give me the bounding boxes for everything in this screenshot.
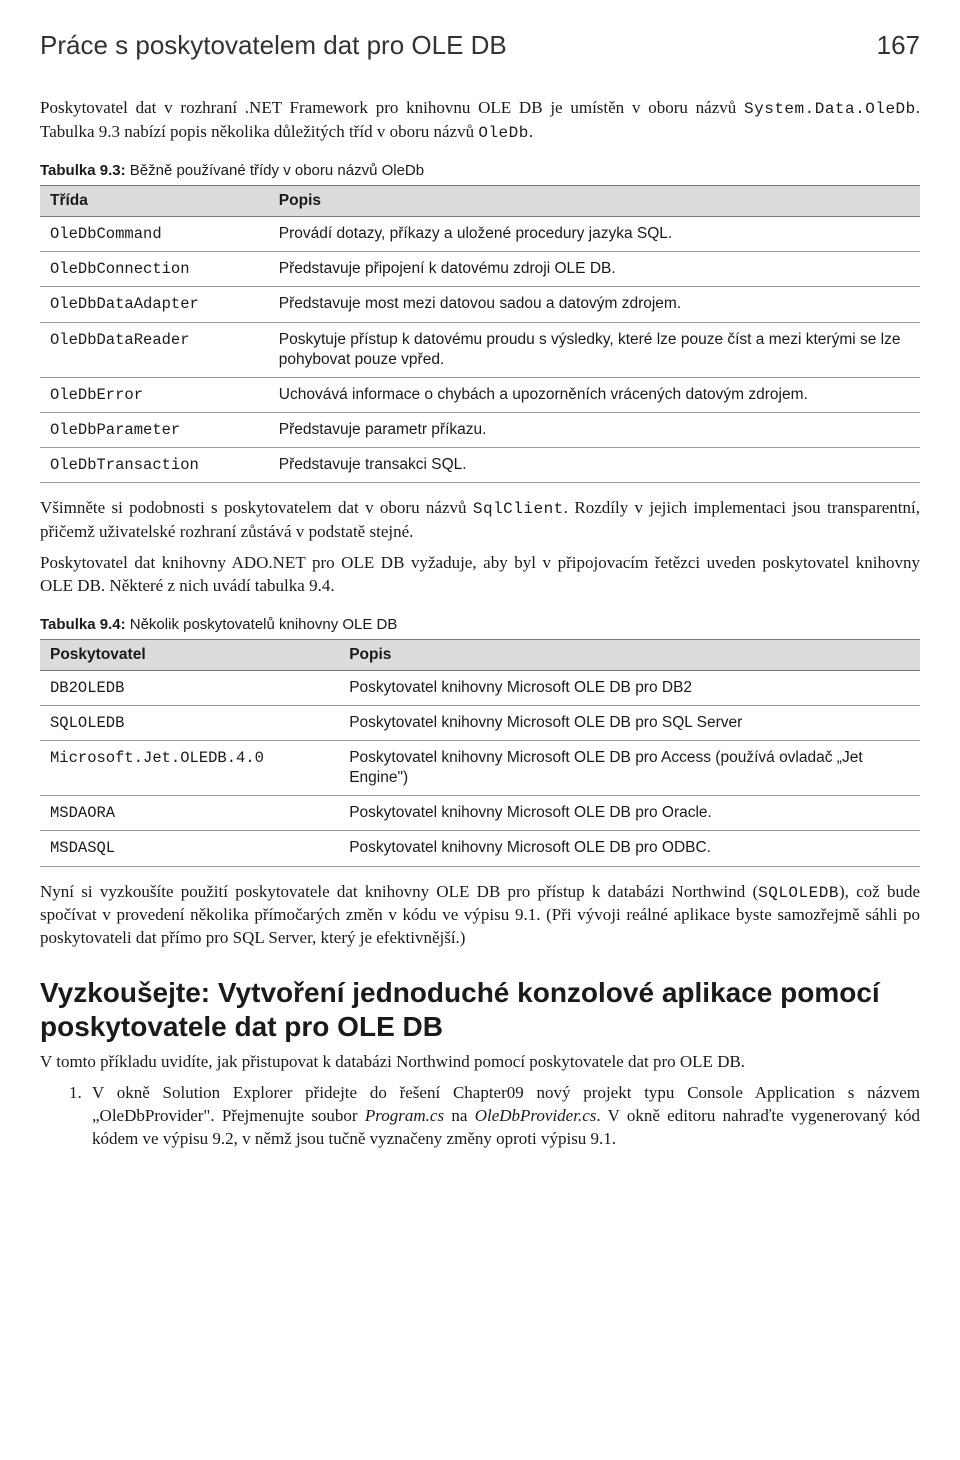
th-description: Popis — [339, 639, 920, 670]
th-provider: Poskytovatel — [40, 639, 339, 670]
th-description: Popis — [269, 186, 920, 217]
table-93: Třída Popis OleDbCommandProvádí dotazy, … — [40, 185, 920, 483]
table-row: OleDbCommandProvádí dotazy, příkazy a ul… — [40, 217, 920, 252]
step1-text-b: na — [444, 1106, 475, 1125]
cell-desc: Uchovává informace o chybách a upozorněn… — [269, 377, 920, 412]
running-head: Práce s poskytovatelem dat pro OLE DB 16… — [40, 30, 920, 61]
table-row: DB2OLEDBPoskytovatel knihovny Microsoft … — [40, 670, 920, 705]
table-row: OleDbTransactionPředstavuje transakci SQ… — [40, 448, 920, 483]
cell-desc: Poskytovatel knihovny Microsoft OLE DB p… — [339, 705, 920, 740]
table-row: SQLOLEDBPoskytovatel knihovny Microsoft … — [40, 705, 920, 740]
table-row: MSDASQLPoskytovatel knihovny Microsoft O… — [40, 831, 920, 866]
th-class: Třída — [40, 186, 269, 217]
p4-text-a: Nyní si vyzkoušíte použití poskytovatele… — [40, 882, 758, 901]
p2-text-a: Všimněte si podobnosti s poskytovatelem … — [40, 498, 473, 517]
table93-caption: Tabulka 9.3: Běžně používané třídy v obo… — [40, 162, 920, 179]
cell-desc: Poskytovatel knihovny Microsoft OLE DB p… — [339, 741, 920, 796]
page: Práce s poskytovatelem dat pro OLE DB 16… — [0, 0, 960, 1197]
table94-caption-rest: Několik poskytovatelů knihovny OLE DB — [126, 616, 398, 633]
cell-class: OleDbConnection — [40, 252, 269, 287]
paragraph-try-intro: Nyní si vyzkoušíte použití poskytovatele… — [40, 881, 920, 950]
p1-text-a: Poskytovatel dat v rozhraní .NET Framewo… — [40, 98, 744, 117]
table-row: Microsoft.Jet.OLEDB.4.0Poskytovatel knih… — [40, 741, 920, 796]
cell-desc: Představuje transakci SQL. — [269, 448, 920, 483]
cell-desc: Poskytuje přístup k datovému proudu s vý… — [269, 322, 920, 377]
code-sqloledb: SQLOLEDB — [758, 884, 839, 902]
cell-class: OleDbError — [40, 377, 269, 412]
table94-caption-bold: Tabulka 9.4: — [40, 616, 126, 633]
section-heading-try: Vyzkoušejte: Vytvoření jednoduché konzol… — [40, 976, 920, 1043]
running-title: Práce s poskytovatelem dat pro OLE DB — [40, 30, 507, 61]
step1-filename-program: Program.cs — [365, 1106, 444, 1125]
code-sqlclient: SqlClient — [473, 500, 564, 518]
table93-caption-rest: Běžně používané třídy v oboru názvů OleD… — [126, 162, 425, 179]
table-row: OleDbDataReaderPoskytuje přístup k datov… — [40, 322, 920, 377]
intro-paragraph: Poskytovatel dat v rozhraní .NET Framewo… — [40, 97, 920, 144]
table93-caption-bold: Tabulka 9.3: — [40, 162, 126, 179]
cell-provider: DB2OLEDB — [40, 670, 339, 705]
table-94: Poskytovatel Popis DB2OLEDBPoskytovatel … — [40, 639, 920, 867]
table-row: OleDbParameterPředstavuje parametr příka… — [40, 413, 920, 448]
table-header-row: Třída Popis — [40, 186, 920, 217]
step1-filename-oledbprovider: OleDbProvider.cs — [475, 1106, 597, 1125]
paragraph-example-intro: V tomto příkladu uvidíte, jak přistupova… — [40, 1051, 920, 1074]
cell-desc: Představuje připojení k datovému zdroji … — [269, 252, 920, 287]
p1-text-c: . — [529, 122, 533, 141]
cell-desc: Poskytovatel knihovny Microsoft OLE DB p… — [339, 831, 920, 866]
cell-class: OleDbParameter — [40, 413, 269, 448]
table94-caption: Tabulka 9.4: Několik poskytovatelů kniho… — [40, 616, 920, 633]
code-oledb: OleDb — [478, 124, 529, 142]
cell-provider: Microsoft.Jet.OLEDB.4.0 — [40, 741, 339, 796]
code-system-data-oledb: System.Data.OleDb — [744, 100, 916, 118]
cell-desc: Představuje most mezi datovou sadou a da… — [269, 287, 920, 322]
cell-class: OleDbTransaction — [40, 448, 269, 483]
paragraph-similarity: Všimněte si podobnosti s poskytovatelem … — [40, 497, 920, 544]
cell-provider: MSDAORA — [40, 796, 339, 831]
page-number: 167 — [877, 30, 920, 61]
cell-desc: Poskytovatel knihovny Microsoft OLE DB p… — [339, 796, 920, 831]
cell-class: OleDbCommand — [40, 217, 269, 252]
table-row: OleDbDataAdapterPředstavuje most mezi da… — [40, 287, 920, 322]
paragraph-provider-required: Poskytovatel dat knihovny ADO.NET pro OL… — [40, 552, 920, 598]
table-row: OleDbConnectionPředstavuje připojení k d… — [40, 252, 920, 287]
step-1: V okně Solution Explorer přidejte do řeš… — [86, 1082, 920, 1151]
table-row: OleDbErrorUchovává informace o chybách a… — [40, 377, 920, 412]
table-row: MSDAORAPoskytovatel knihovny Microsoft O… — [40, 796, 920, 831]
cell-class: OleDbDataReader — [40, 322, 269, 377]
cell-desc: Představuje parametr příkazu. — [269, 413, 920, 448]
cell-desc: Provádí dotazy, příkazy a uložené proced… — [269, 217, 920, 252]
cell-desc: Poskytovatel knihovny Microsoft OLE DB p… — [339, 670, 920, 705]
cell-class: OleDbDataAdapter — [40, 287, 269, 322]
cell-provider: MSDASQL — [40, 831, 339, 866]
table-header-row: Poskytovatel Popis — [40, 639, 920, 670]
steps-list: V okně Solution Explorer přidejte do řeš… — [40, 1082, 920, 1151]
cell-provider: SQLOLEDB — [40, 705, 339, 740]
